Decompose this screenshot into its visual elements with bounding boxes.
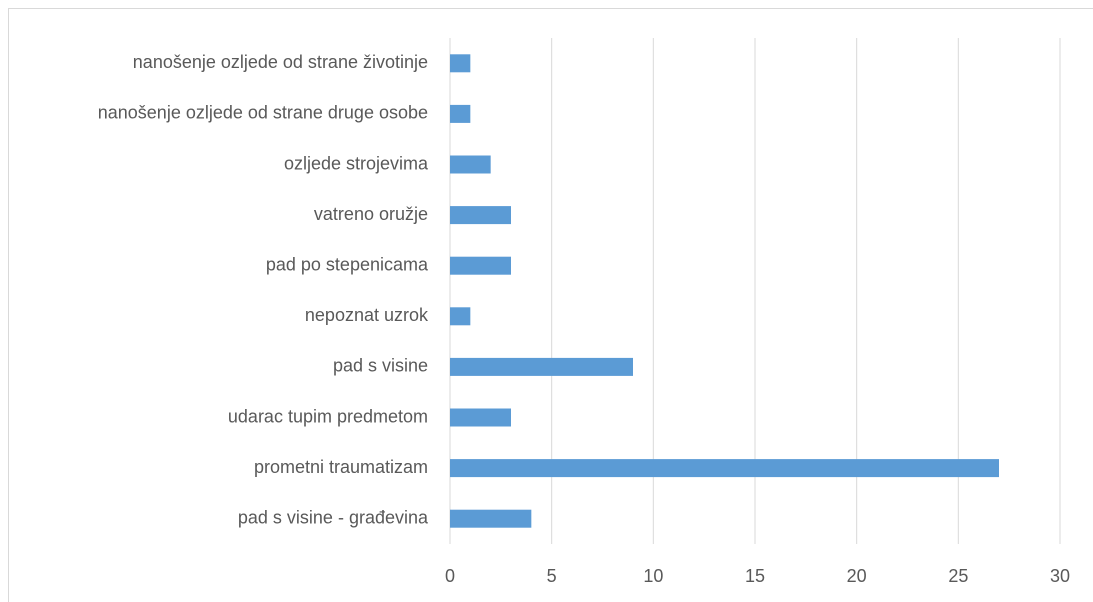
y-tick-label: udarac tupim predmetom: [228, 406, 428, 426]
y-tick-label: prometni traumatizam: [254, 457, 428, 477]
bar: [450, 54, 471, 73]
x-tick-label: 0: [445, 566, 455, 586]
bar: [450, 256, 511, 275]
bar: [450, 307, 471, 326]
y-tick-label: vatreno oružje: [314, 204, 428, 224]
bar: [450, 104, 471, 123]
bar: [450, 509, 532, 528]
x-tick-label: 30: [1050, 566, 1070, 586]
x-tick-label: 20: [847, 566, 867, 586]
bar: [450, 357, 633, 376]
y-tick-label: pad s visine: [333, 356, 428, 376]
x-tick-label: 15: [745, 566, 765, 586]
chart-frame: [8, 8, 1093, 602]
y-tick-label: nanošenje ozljede od strane životinje: [133, 52, 428, 72]
y-tick-label: pad s visine - građevina: [238, 507, 429, 527]
bar: [450, 459, 999, 478]
x-tick-label: 5: [547, 566, 557, 586]
x-tick-label: 10: [643, 566, 663, 586]
bar: [450, 206, 511, 225]
y-tick-label: pad po stepenicama: [266, 254, 429, 274]
x-tick-label: 25: [948, 566, 968, 586]
y-tick-label: nanošenje ozljede od strane druge osobe: [98, 103, 428, 123]
bar: [450, 155, 491, 174]
y-tick-label: ozljede strojevima: [284, 153, 429, 173]
y-tick-label: nepoznat uzrok: [305, 305, 429, 325]
bar: [450, 408, 511, 427]
